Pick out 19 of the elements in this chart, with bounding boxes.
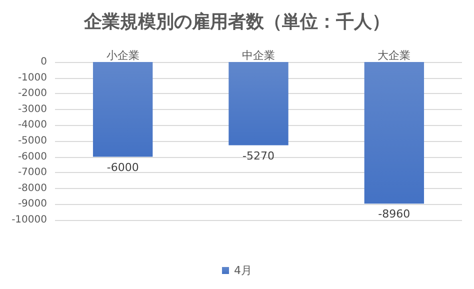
x-tick-label: 小企業 [106,49,140,62]
y-tick-label: -9000 [18,198,47,210]
y-tick-label: -10000 [12,214,47,226]
y-tick-label: -4000 [18,120,47,131]
y-tick-label: -1000 [18,72,47,84]
x-tick-label: 大企業 [378,49,411,62]
y-tick-label: -5000 [18,136,47,146]
data-label: -8960 [378,208,410,221]
y-tick-label: -8000 [18,182,47,194]
data-label: -5270 [242,149,274,162]
y-tick-label: -3000 [18,104,47,115]
y-tick-label: -6000 [18,151,47,162]
legend-label: 4月 [234,264,252,277]
data-label: -6000 [106,160,139,174]
y-tick-label: -2000 [18,88,47,100]
x-tick-label: 中企業 [242,49,275,62]
y-tick-label: -7000 [18,167,47,178]
chart-title: 企業規模別の雇用者数（単位：千人） [83,12,390,32]
y-tick-label: 0 [40,56,47,68]
